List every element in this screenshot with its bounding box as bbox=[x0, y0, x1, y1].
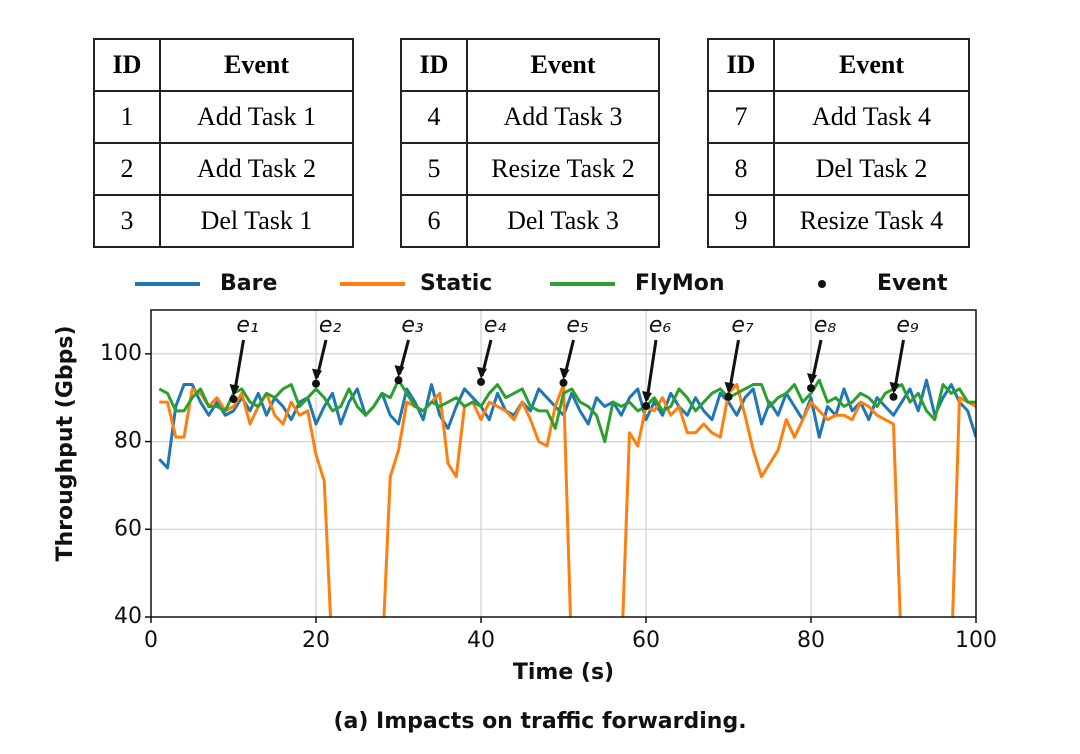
event-annotation: e₇ bbox=[731, 313, 754, 338]
event-point bbox=[642, 402, 650, 411]
table-cell: 6 bbox=[400, 194, 468, 248]
table-cell: Resize Task 4 bbox=[773, 194, 970, 248]
x-tick-label: 60 bbox=[632, 628, 660, 653]
event-table: ID Event 4 Add Task 3 5 Resize Task 2 6 Del Tas… bbox=[400, 38, 660, 248]
arrow-head bbox=[229, 384, 240, 397]
event-point bbox=[889, 392, 898, 401]
arrow-head bbox=[724, 381, 735, 394]
x-axis-label: Time (s) bbox=[513, 660, 614, 685]
y-tick-label: 40 bbox=[114, 604, 142, 629]
event-point bbox=[229, 395, 238, 404]
event-table: ID Event 7 Add Task 4 8 Del Task 2 9 Resize Tas… bbox=[707, 38, 970, 248]
table-cell: ID bbox=[707, 38, 775, 92]
event-annotation: e₆ bbox=[649, 313, 672, 338]
arrow-head bbox=[889, 381, 900, 394]
table-cell: Del Task 1 bbox=[159, 194, 354, 248]
table-cell: Add Task 4 bbox=[773, 90, 970, 144]
plot-lines bbox=[158, 378, 976, 617]
table-cell: Del Task 2 bbox=[773, 142, 970, 196]
x-tick-label: 100 bbox=[955, 628, 997, 653]
table-cell: 1 bbox=[93, 90, 161, 144]
event-annotation: e₁ bbox=[236, 313, 258, 338]
table-cell: 5 bbox=[400, 142, 468, 196]
event-annotation: e₂ bbox=[319, 313, 342, 338]
table-cell: 4 bbox=[400, 90, 468, 144]
event-arrow bbox=[233, 339, 245, 394]
y-tick-label: 100 bbox=[100, 341, 142, 366]
legend-label: Static bbox=[420, 271, 492, 296]
table-cell: Resize Task 2 bbox=[466, 142, 660, 196]
arrow-head bbox=[559, 367, 570, 380]
y-tick-label: 80 bbox=[114, 429, 142, 454]
event-arrow bbox=[645, 339, 658, 401]
x-tick-label: 80 bbox=[797, 628, 825, 653]
event-point bbox=[807, 384, 815, 393]
table-cell: ID bbox=[400, 38, 468, 92]
y-tick-label: 60 bbox=[114, 516, 142, 541]
table-cell: Add Task 2 bbox=[159, 142, 354, 196]
table-cell: 7 bbox=[707, 90, 775, 144]
table-cell: Add Task 1 bbox=[159, 90, 354, 144]
x-tick-label: 0 bbox=[144, 628, 158, 653]
table-cell: 9 bbox=[707, 194, 775, 248]
y-axis-label: Throughput (Gbps) bbox=[53, 325, 78, 561]
arrow-head bbox=[642, 391, 652, 404]
table-cell: Add Task 3 bbox=[466, 90, 660, 144]
event-annotation: e₃ bbox=[401, 313, 424, 338]
event-point bbox=[312, 379, 320, 388]
x-tick-label: 40 bbox=[467, 628, 495, 653]
plot-frame bbox=[150, 309, 977, 618]
table-cell: Del Task 3 bbox=[466, 194, 660, 248]
event-point bbox=[724, 392, 733, 401]
event-point bbox=[477, 377, 485, 386]
table-cell: Event bbox=[773, 38, 970, 92]
table-cell: 2 bbox=[93, 142, 161, 196]
arrow-head bbox=[312, 368, 322, 381]
event-arrow bbox=[728, 339, 740, 392]
table-cell: 8 bbox=[707, 142, 775, 196]
event-table: ID Event 1 Add Task 1 2 Add Task 2 3 Del Task 1 bbox=[93, 38, 354, 248]
table-cell: Event bbox=[466, 38, 660, 92]
arrow-head bbox=[807, 373, 817, 386]
event-annotation: e₉ bbox=[896, 313, 919, 338]
legend-label: Bare bbox=[220, 271, 277, 296]
arrow-head bbox=[477, 366, 487, 379]
table-cell: 3 bbox=[93, 194, 161, 248]
caption: (a) Impacts on traffic forwarding. bbox=[333, 709, 746, 734]
event-point bbox=[394, 376, 403, 385]
event-point bbox=[559, 378, 568, 387]
event-arrow bbox=[893, 339, 905, 392]
event-annotation: e₈ bbox=[814, 313, 837, 338]
legend-label: FlyMon bbox=[635, 271, 725, 296]
table-cell: ID bbox=[93, 38, 161, 92]
event-annotation: e₄ bbox=[484, 313, 507, 338]
legend-label: Event bbox=[877, 271, 948, 296]
legend-marker bbox=[818, 280, 826, 288]
series-line bbox=[158, 378, 976, 444]
event-annotation: e₅ bbox=[566, 313, 588, 338]
arrow-head bbox=[394, 365, 405, 378]
series-line bbox=[159, 383, 976, 617]
x-tick-label: 20 bbox=[302, 628, 330, 653]
table-cell: Event bbox=[159, 38, 354, 92]
